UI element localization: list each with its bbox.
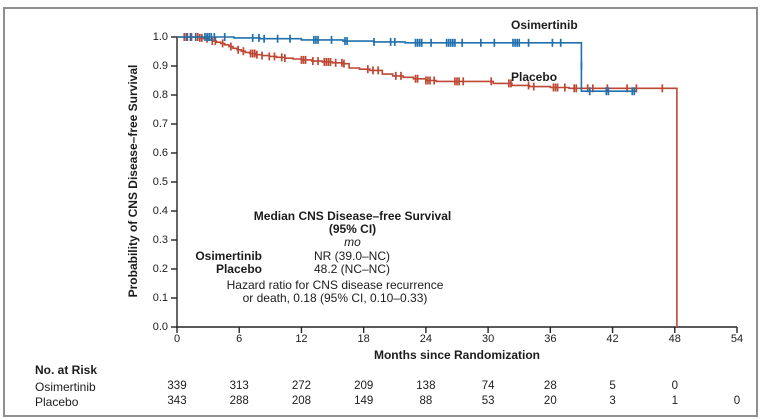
hazard-line2: or death, 0.18 (95% CI, 0.10–0.33)	[242, 291, 428, 306]
annotation-row-osimertinib: Osimertinib NR (39.0–NC)	[185, 248, 520, 263]
risk-row-label-placebo: Placebo	[35, 395, 79, 409]
y-tick-label: 0.4	[152, 205, 168, 217]
x-tick-label: 24	[419, 333, 432, 345]
risk-value: 28	[543, 380, 557, 392]
hazard-ratio-text: Hazard ratio for CNS disease recurrence …	[185, 278, 485, 306]
y-tick-label: 0.6	[152, 147, 168, 159]
annotation-unit: mo	[344, 235, 361, 250]
risk-value: 3	[609, 395, 616, 407]
x-axis-title: Months since Randomization	[373, 348, 540, 362]
annotation-block: Median CNS Disease–free Survival (95% CI…	[185, 209, 520, 306]
risk-value: 1	[671, 395, 678, 407]
risk-value: 208	[291, 395, 312, 407]
annotation-title-line1: Median CNS Disease–free Survival	[253, 209, 452, 223]
y-tick-label: 0.2	[152, 263, 168, 275]
annotation-row-label: Placebo	[215, 261, 262, 276]
risk-value: 343	[167, 395, 187, 407]
y-tick-label: 0.7	[152, 118, 168, 130]
x-tick-label: 0	[173, 333, 181, 345]
y-tick-label: 0.9	[152, 60, 168, 72]
curve-label-placebo: Placebo	[511, 70, 558, 84]
y-tick-label: 0.8	[152, 89, 168, 101]
y-tick-label: 0.1	[152, 292, 168, 304]
risk-value: 74	[481, 380, 495, 392]
annotation-row-value: NR (39.0–NC)	[313, 248, 391, 263]
risk-value: 272	[291, 380, 312, 392]
risk-value: 288	[229, 395, 249, 407]
risk-value: 339	[167, 380, 187, 392]
x-tick-label: 30	[481, 333, 495, 345]
annotation-row-placebo: Placebo 48.2 (NC–NC)	[185, 261, 520, 276]
x-tick-label: 42	[606, 333, 619, 345]
risk-value: 313	[229, 380, 249, 392]
y-tick-label: 1.0	[152, 31, 168, 43]
risk-value: 53	[481, 395, 495, 407]
risk-value: 20	[543, 395, 557, 407]
y-tick-label: 0.5	[152, 176, 168, 188]
x-tick-label: 48	[668, 333, 681, 345]
risk-table-title: No. at Risk	[35, 363, 98, 377]
risk-value: 149	[354, 395, 374, 407]
risk-value: 138	[416, 380, 436, 392]
risk-value: 0	[671, 380, 678, 392]
curve-label-osimertinib: Osimertinib	[511, 18, 578, 32]
figure-border	[3, 7, 758, 417]
risk-value: 0	[733, 395, 741, 407]
hazard-line1: Hazard ratio for CNS disease recurrence	[226, 278, 444, 293]
x-tick-label: 12	[295, 333, 308, 345]
y-tick-label: 0.0	[152, 321, 168, 333]
x-tick-label: 54	[730, 333, 744, 345]
x-tick-label: 36	[544, 333, 557, 345]
x-tick-label: 18	[357, 333, 370, 345]
x-tick-label: 6	[236, 333, 243, 345]
annotation-row-value: 48.2 (NC–NC)	[313, 261, 391, 276]
annotation-title-line2: (95% CI)	[328, 222, 377, 237]
risk-row-label-osimertinib: Osimertinib	[35, 380, 96, 394]
y-tick-label: 0.3	[152, 234, 168, 246]
annotation-row-label: Osimertinib	[195, 248, 262, 263]
risk-value: 88	[419, 395, 433, 407]
risk-value: 209	[354, 380, 374, 392]
risk-value: 5	[609, 380, 616, 392]
